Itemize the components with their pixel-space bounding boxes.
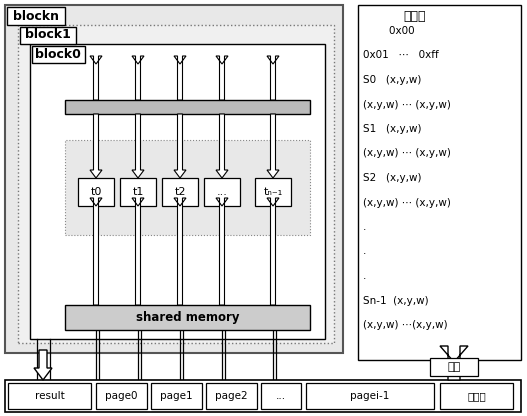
Text: 服务器: 服务器: [467, 391, 486, 401]
Bar: [65, 305, 310, 330]
Text: S0   (x,y,w): S0 (x,y,w): [363, 75, 422, 85]
Polygon shape: [132, 56, 144, 100]
Text: .: .: [363, 247, 366, 257]
Bar: [5, 380, 521, 412]
Bar: [18, 25, 334, 343]
Bar: [65, 140, 310, 235]
Polygon shape: [174, 114, 186, 178]
Polygon shape: [34, 350, 52, 380]
Text: 显示: 显示: [447, 362, 461, 372]
Text: 0x00: 0x00: [363, 26, 415, 36]
Polygon shape: [216, 56, 228, 100]
Text: tₙ₋₁: tₙ₋₁: [264, 187, 282, 197]
Text: block0: block0: [35, 47, 81, 60]
Bar: [151, 383, 202, 409]
Text: blockn: blockn: [13, 10, 59, 22]
Polygon shape: [216, 198, 228, 305]
Text: shared memory: shared memory: [136, 311, 239, 324]
Bar: [7, 7, 65, 25]
Text: 0x01   ⋯   0xff: 0x01 ⋯ 0xff: [363, 50, 439, 60]
Polygon shape: [174, 198, 186, 305]
Text: page0: page0: [105, 391, 138, 401]
Text: .: .: [363, 271, 366, 281]
Polygon shape: [267, 198, 279, 305]
Bar: [8, 383, 91, 409]
Bar: [78, 178, 114, 206]
Bar: [30, 44, 325, 339]
Polygon shape: [267, 56, 279, 100]
Text: (x,y,w) ⋯ (x,y,w): (x,y,w) ⋯ (x,y,w): [363, 99, 451, 109]
Text: 结果集: 结果集: [403, 10, 425, 22]
Bar: [120, 178, 156, 206]
Polygon shape: [174, 56, 186, 100]
Text: ...: ...: [217, 187, 228, 197]
Text: pagei-1: pagei-1: [350, 391, 389, 401]
Bar: [261, 383, 301, 409]
Text: page2: page2: [215, 391, 248, 401]
Text: result: result: [35, 391, 64, 401]
Polygon shape: [216, 114, 228, 178]
Bar: [162, 178, 198, 206]
Polygon shape: [267, 114, 279, 178]
Bar: [430, 358, 478, 376]
Text: (x,y,w) ⋯ (x,y,w): (x,y,w) ⋯ (x,y,w): [363, 149, 451, 158]
Polygon shape: [90, 56, 102, 100]
Polygon shape: [132, 114, 144, 178]
Text: (x,y,w) ⋯ (x,y,w): (x,y,w) ⋯ (x,y,w): [363, 198, 451, 208]
Text: S1   (x,y,w): S1 (x,y,w): [363, 124, 422, 134]
Bar: [32, 46, 85, 63]
Text: S2   (x,y,w): S2 (x,y,w): [363, 173, 422, 183]
Text: (x,y,w) ⋯(x,y,w): (x,y,w) ⋯(x,y,w): [363, 320, 447, 330]
Polygon shape: [132, 198, 144, 305]
Bar: [96, 383, 147, 409]
Polygon shape: [90, 114, 102, 178]
Text: page1: page1: [160, 391, 193, 401]
Text: t0: t0: [90, 187, 102, 197]
Text: Sn-1  (x,y,w): Sn-1 (x,y,w): [363, 295, 428, 305]
Bar: [255, 178, 291, 206]
Text: .: .: [363, 222, 366, 232]
Polygon shape: [440, 346, 468, 380]
Bar: [65, 100, 310, 114]
Text: t2: t2: [174, 187, 186, 197]
Text: t1: t1: [132, 187, 144, 197]
Bar: [20, 27, 76, 44]
Polygon shape: [90, 198, 102, 305]
Bar: [358, 5, 521, 360]
Text: ...: ...: [276, 391, 286, 401]
Bar: [306, 383, 434, 409]
Text: block1: block1: [25, 29, 71, 42]
Bar: [440, 383, 513, 409]
Bar: [206, 383, 257, 409]
Bar: [204, 178, 240, 206]
Bar: [5, 5, 343, 353]
